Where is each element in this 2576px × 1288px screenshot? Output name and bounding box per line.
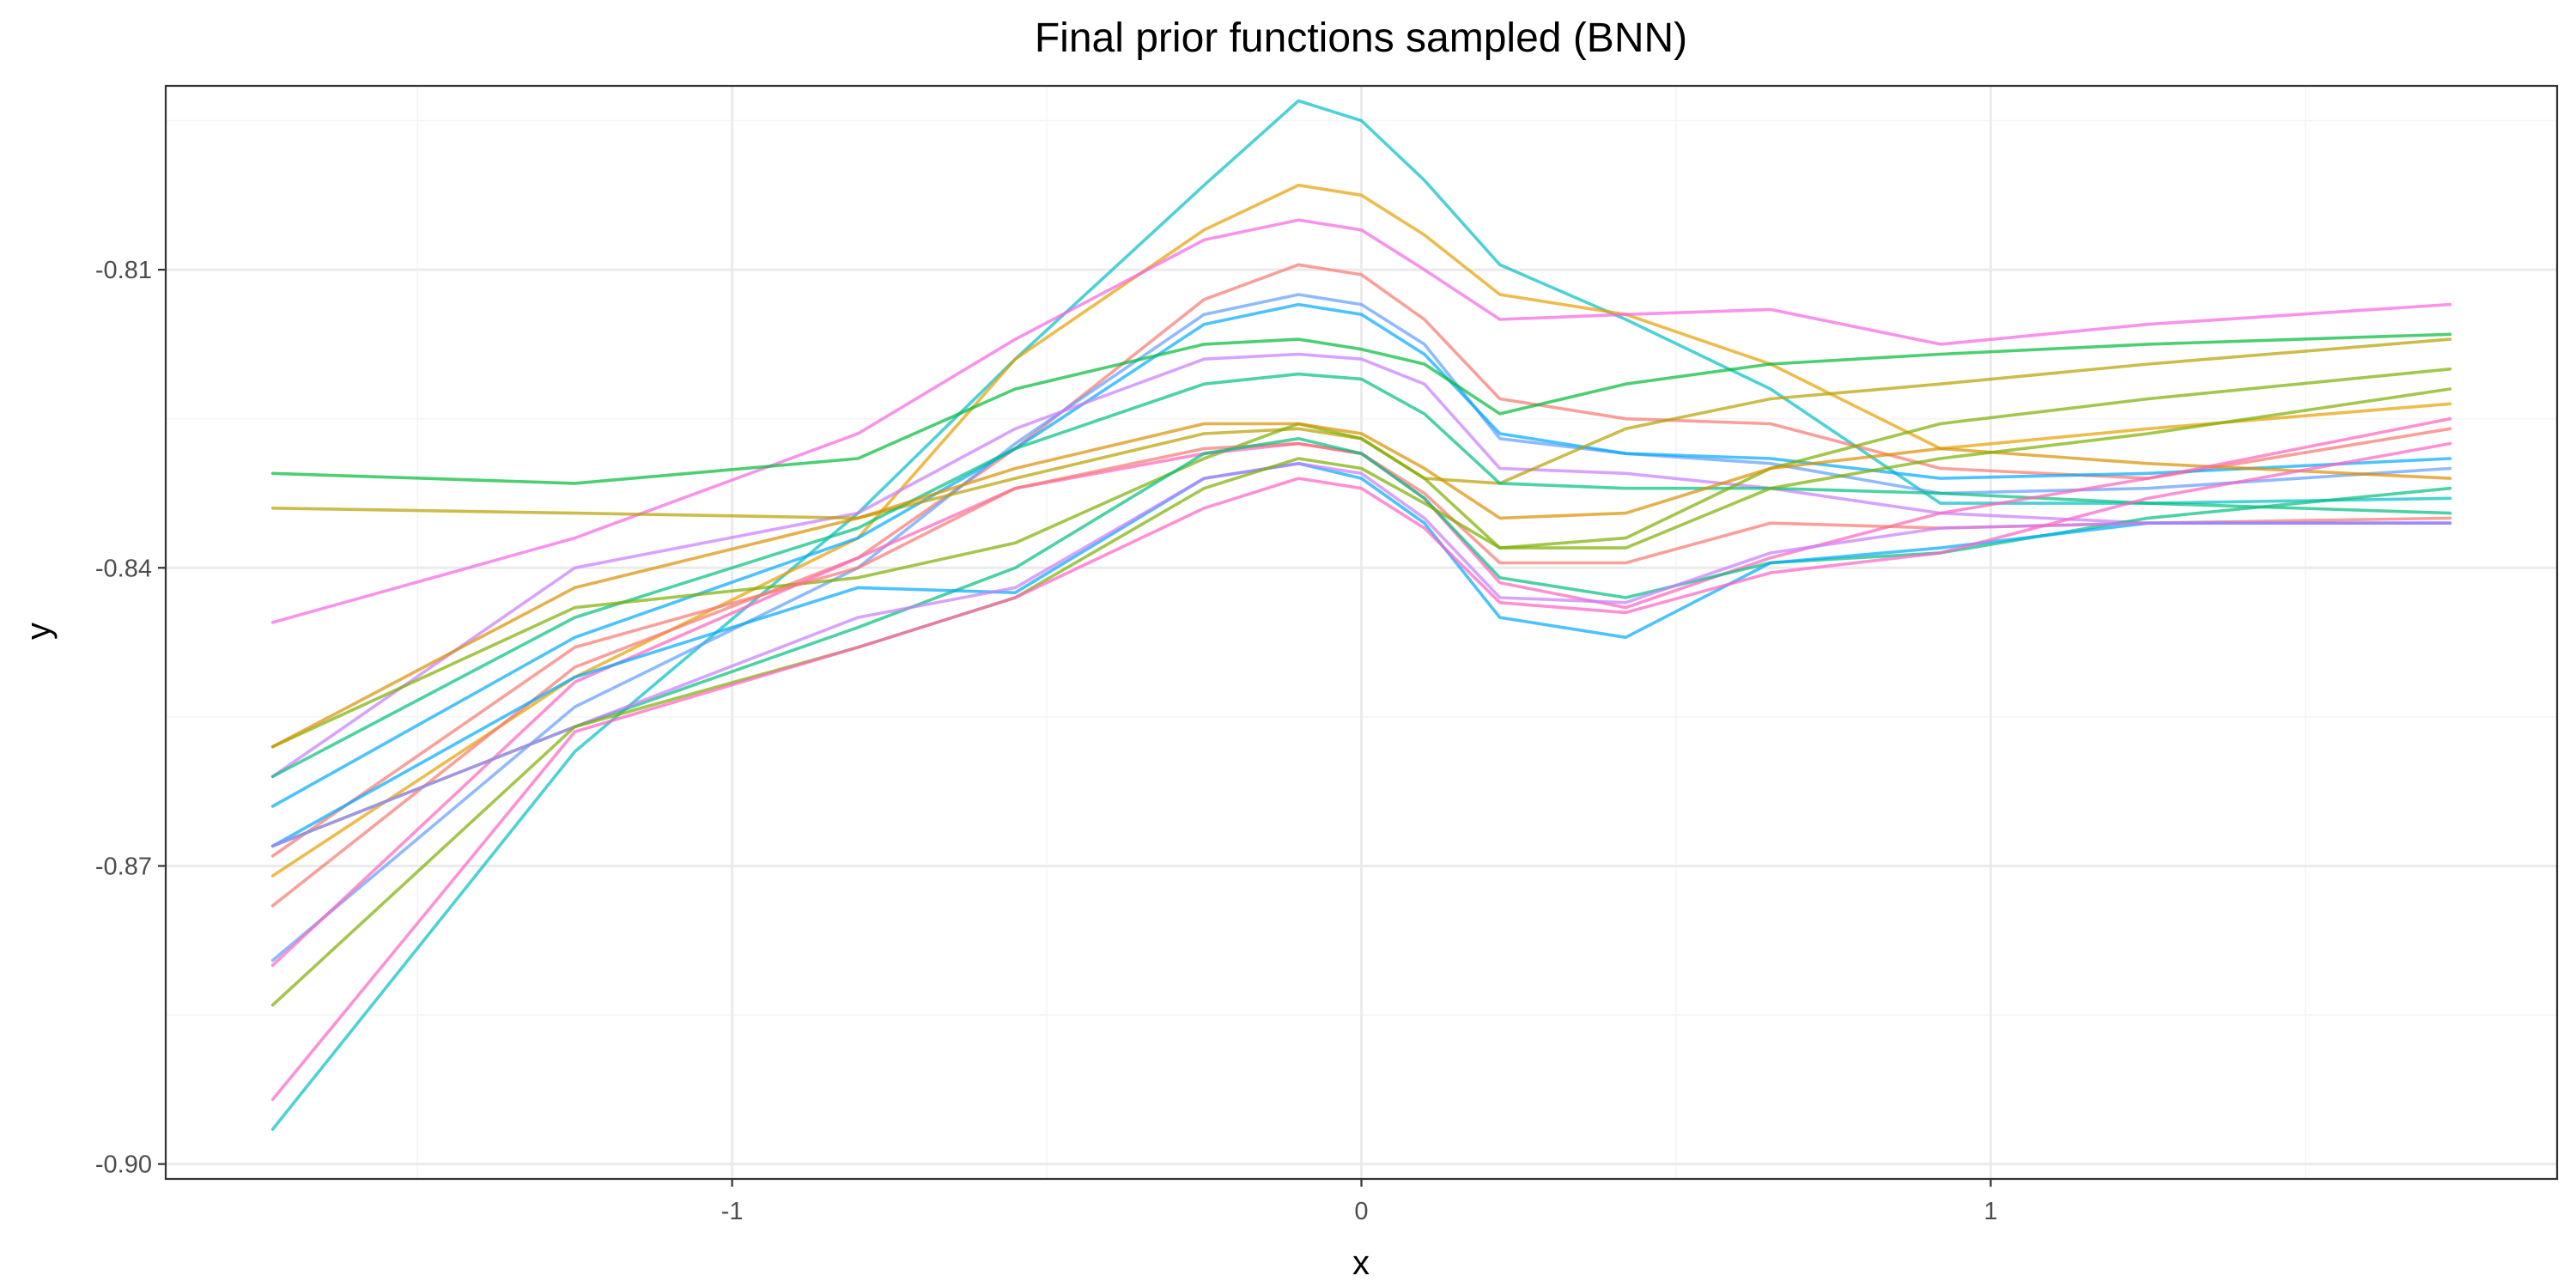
series-line-19 (270, 441, 2452, 1102)
series-lines (270, 99, 2452, 1131)
y-tick-label: -0.81 (95, 257, 152, 284)
series-line-10 (270, 372, 2452, 779)
series-line-4 (270, 263, 2452, 908)
x-tick-label: 0 (1354, 1198, 1368, 1225)
major-gridlines (166, 86, 2557, 1179)
series-line-3 (270, 218, 2452, 624)
y-tick-label: -0.90 (95, 1151, 152, 1179)
x-axis: -1 0 1 (721, 1179, 1997, 1225)
y-tick-label: -0.84 (95, 555, 152, 582)
series-line-7 (270, 332, 2452, 485)
series-line-11 (270, 367, 2452, 749)
y-axis-title: y (20, 623, 58, 640)
series-line-12 (270, 422, 2452, 749)
series-line-15 (270, 436, 2452, 848)
series-line-17 (270, 461, 2452, 848)
x-axis-title: x (1352, 1244, 1370, 1282)
x-tick-label: 1 (1984, 1198, 1997, 1225)
x-tick-label: -1 (721, 1198, 744, 1225)
series-line-16 (270, 461, 2452, 848)
y-axis: -0.90 -0.87 -0.84 -0.81 (95, 257, 166, 1179)
series-line-1 (270, 99, 2452, 1131)
series-line-8 (270, 352, 2452, 779)
chart-title: Final prior functions sampled (BNN) (1035, 15, 1687, 61)
series-line-14 (270, 441, 2452, 858)
series-line-6 (270, 302, 2452, 808)
y-tick-label: -0.87 (95, 853, 152, 880)
